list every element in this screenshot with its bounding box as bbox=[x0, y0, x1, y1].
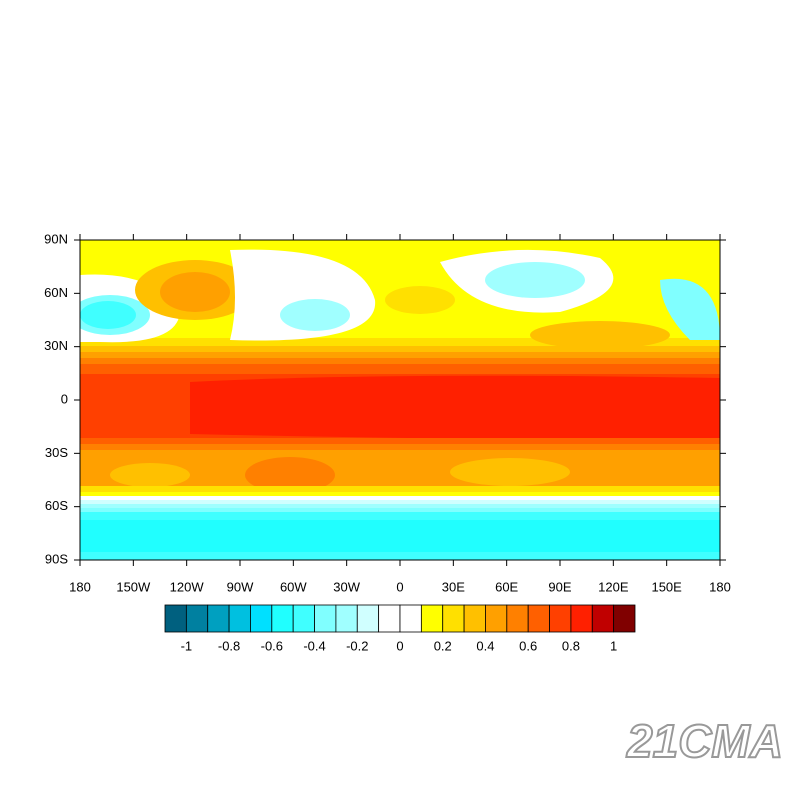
x-tick-label: 90W bbox=[227, 579, 254, 594]
colorbar-box bbox=[399, 604, 422, 633]
colorbar-box bbox=[463, 604, 486, 633]
colorbar-box bbox=[527, 604, 550, 633]
colorbar-box bbox=[292, 604, 315, 633]
watermark: 21CMA bbox=[626, 715, 783, 767]
y-tick-label: 30S bbox=[45, 445, 68, 460]
colorbar-box bbox=[164, 604, 187, 633]
colorbar-box bbox=[207, 604, 230, 633]
colorbar-label: 0.4 bbox=[476, 638, 494, 653]
colorbar-label: -0.6 bbox=[261, 638, 283, 653]
colorbar-box bbox=[506, 604, 529, 633]
x-tick-label: 150E bbox=[651, 579, 682, 594]
colorbar-box bbox=[549, 604, 572, 633]
colorbar-box bbox=[570, 604, 593, 633]
x-tick-label: 90E bbox=[548, 579, 571, 594]
colorbar-box bbox=[314, 604, 337, 633]
y-tick-label: 0 bbox=[61, 391, 68, 406]
colorbar-label: 1 bbox=[610, 638, 617, 653]
x-tick-label: 60W bbox=[280, 579, 307, 594]
colorbar-label: 0 bbox=[396, 638, 403, 653]
colorbar-label: -0.2 bbox=[346, 638, 368, 653]
colorbar-label: 0.2 bbox=[434, 638, 452, 653]
x-tick-label: 0 bbox=[396, 579, 403, 594]
colorbar-box bbox=[228, 604, 251, 633]
x-tick-label: 180 bbox=[69, 579, 91, 594]
y-tick-label: 60N bbox=[44, 285, 68, 300]
colorbar-label: -0.4 bbox=[303, 638, 325, 653]
x-tick-label: 120W bbox=[170, 579, 205, 594]
y-tick-label: 60S bbox=[45, 498, 68, 513]
x-axis: 180 150W 120W 90W 60W 30W 0 30E 60E 90E 120E 150E 18… bbox=[69, 234, 731, 594]
colorbar-box bbox=[442, 604, 465, 633]
colorbar-box bbox=[591, 604, 615, 633]
x-tick-label: 60E bbox=[495, 579, 518, 594]
colorbar-label: 0.8 bbox=[562, 638, 580, 653]
x-tick-label: 30E bbox=[442, 579, 465, 594]
y-tick-label: 90S bbox=[45, 551, 68, 566]
colorbar: -1 -0.8 -0.6 -0.4 -0.2 0 0.2 0.4 0.6 0.8 1 bbox=[164, 604, 636, 653]
x-tick-label: 30W bbox=[333, 579, 360, 594]
colorbar-box bbox=[613, 604, 636, 633]
colorbar-box bbox=[271, 604, 294, 633]
y-tick-label: 90N bbox=[44, 231, 68, 246]
colorbar-box bbox=[485, 604, 508, 633]
colorbar-box bbox=[185, 604, 209, 633]
x-tick-label: 150W bbox=[116, 579, 151, 594]
x-tick-label: 120E bbox=[598, 579, 629, 594]
colorbar-label: -1 bbox=[181, 638, 193, 653]
colorbar-box bbox=[335, 604, 358, 633]
colorbar-box bbox=[378, 604, 401, 633]
colorbar-label: -0.8 bbox=[218, 638, 240, 653]
y-tick-label: 30N bbox=[44, 338, 68, 353]
colorbar-box bbox=[420, 604, 444, 633]
colorbar-box bbox=[356, 604, 380, 633]
y-axis: 90N 60N 30N 0 30S 60S 90S bbox=[44, 231, 726, 566]
x-tick-label: 180 bbox=[709, 579, 731, 594]
colorbar-box bbox=[250, 604, 273, 633]
colorbar-label: 0.6 bbox=[519, 638, 537, 653]
contour-field bbox=[80, 240, 720, 560]
